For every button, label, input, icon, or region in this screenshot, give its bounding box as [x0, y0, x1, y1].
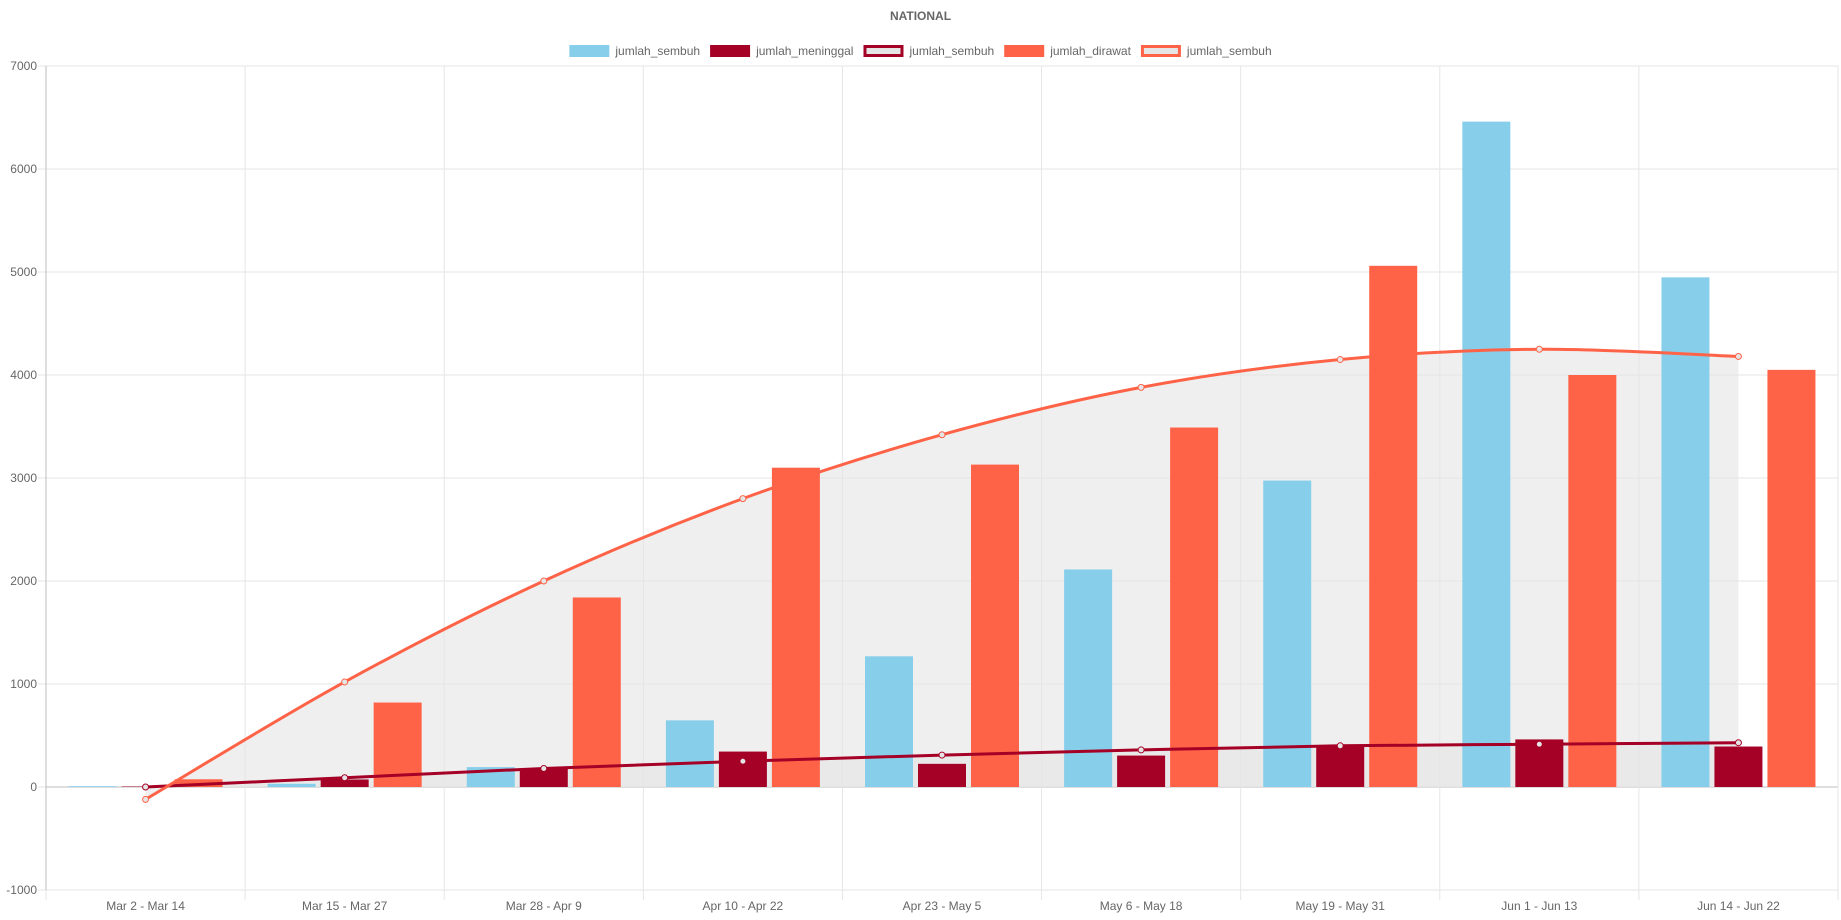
- line-point: [938, 751, 946, 759]
- bar: [1568, 375, 1617, 787]
- x-tick-label: Mar 28 - Apr 9: [506, 899, 582, 913]
- x-tick-label: Mar 15 - Mar 27: [302, 899, 388, 913]
- bar: [373, 702, 422, 787]
- bar: [865, 656, 913, 787]
- bar: [1117, 755, 1166, 787]
- bar: [1369, 265, 1418, 787]
- line-point: [142, 795, 150, 803]
- line-point: [341, 678, 349, 686]
- legend-label: jumlah_sembuh: [614, 44, 700, 58]
- legend-item: jumlah_meninggal: [710, 44, 853, 58]
- bar: [1714, 746, 1763, 787]
- y-tick-label: 5000: [10, 265, 37, 279]
- bar: [1316, 745, 1365, 787]
- line-area-fill: [145, 349, 1739, 800]
- x-tick-label: Mar 2 - Mar 14: [106, 899, 185, 913]
- line-point: [540, 764, 548, 772]
- line-point: [1336, 356, 1344, 364]
- line-point: [1336, 742, 1344, 750]
- legend-item: jumlah_sembuh: [1140, 44, 1272, 58]
- legend-swatch: [1140, 45, 1181, 57]
- bar: [971, 464, 1019, 787]
- legend: jumlah_sembuh jumlah_meninggal jumlah_semb…: [569, 44, 1272, 58]
- legend-label: jumlah_sembuh: [1186, 44, 1272, 58]
- y-tick-label: 4000: [10, 368, 37, 382]
- legend-swatch: [710, 45, 751, 57]
- legend-item: jumlah_dirawat: [1004, 44, 1132, 58]
- bar: [1064, 569, 1113, 787]
- line-point: [938, 431, 946, 439]
- bar: [665, 720, 714, 787]
- bar: [1767, 369, 1816, 787]
- x-tick-label: May 19 - May 31: [1296, 899, 1386, 913]
- line-point: [1137, 383, 1145, 391]
- y-tick-label: -1000: [6, 883, 37, 897]
- line-point: [142, 783, 150, 791]
- line-point: [739, 495, 747, 503]
- legend-swatch: [569, 45, 610, 57]
- line-point: [1734, 739, 1742, 747]
- bar: [1263, 480, 1312, 787]
- chart-title: NATIONAL: [890, 9, 951, 23]
- line-point: [540, 577, 548, 585]
- bar: [918, 763, 966, 787]
- bar: [1462, 121, 1511, 788]
- lines: [142, 345, 1742, 803]
- line-point: [1535, 740, 1543, 748]
- line-point: [1734, 352, 1742, 360]
- y-tick-label: 3000: [10, 471, 37, 485]
- y-tick-label: 1000: [10, 677, 37, 691]
- x-tick-label: May 6 - May 18: [1100, 899, 1183, 913]
- x-tick-label: Apr 23 - May 5: [903, 899, 982, 913]
- legend-swatch: [863, 45, 904, 57]
- x-tick-label: Apr 10 - Apr 22: [703, 899, 784, 913]
- bar: [771, 467, 820, 787]
- y-tick-label: 7000: [10, 59, 37, 73]
- y-tick-label: 6000: [10, 162, 37, 176]
- x-tick-label: Jun 1 - Jun 13: [1501, 899, 1577, 913]
- line-point: [1137, 746, 1145, 754]
- y-tick-label: 2000: [10, 574, 37, 588]
- bar: [68, 786, 117, 787]
- line-point: [1535, 345, 1543, 353]
- bar: [1170, 427, 1219, 787]
- bar: [572, 597, 621, 787]
- bar: [1661, 277, 1710, 787]
- legend-item: jumlah_sembuh: [569, 44, 700, 58]
- bar: [320, 779, 369, 787]
- bar: [267, 783, 316, 787]
- legend-label: jumlah_meninggal: [755, 44, 853, 58]
- legend-label: jumlah_dirawat: [1049, 44, 1131, 58]
- line-point: [739, 757, 747, 765]
- x-tick-label: Jun 14 - Jun 22: [1697, 899, 1780, 913]
- axes: -1000 0 1000 2000 3000 4000 5000 6000 7000 Mar 2 …: [6, 59, 1780, 913]
- legend-swatch: [1004, 45, 1045, 57]
- y-tick-label: 0: [30, 780, 37, 794]
- legend-item: jumlah_sembuh: [863, 44, 994, 58]
- bar: [519, 768, 568, 787]
- legend-label: jumlah_sembuh: [908, 44, 994, 58]
- bar: [718, 751, 767, 787]
- line-point: [341, 774, 349, 782]
